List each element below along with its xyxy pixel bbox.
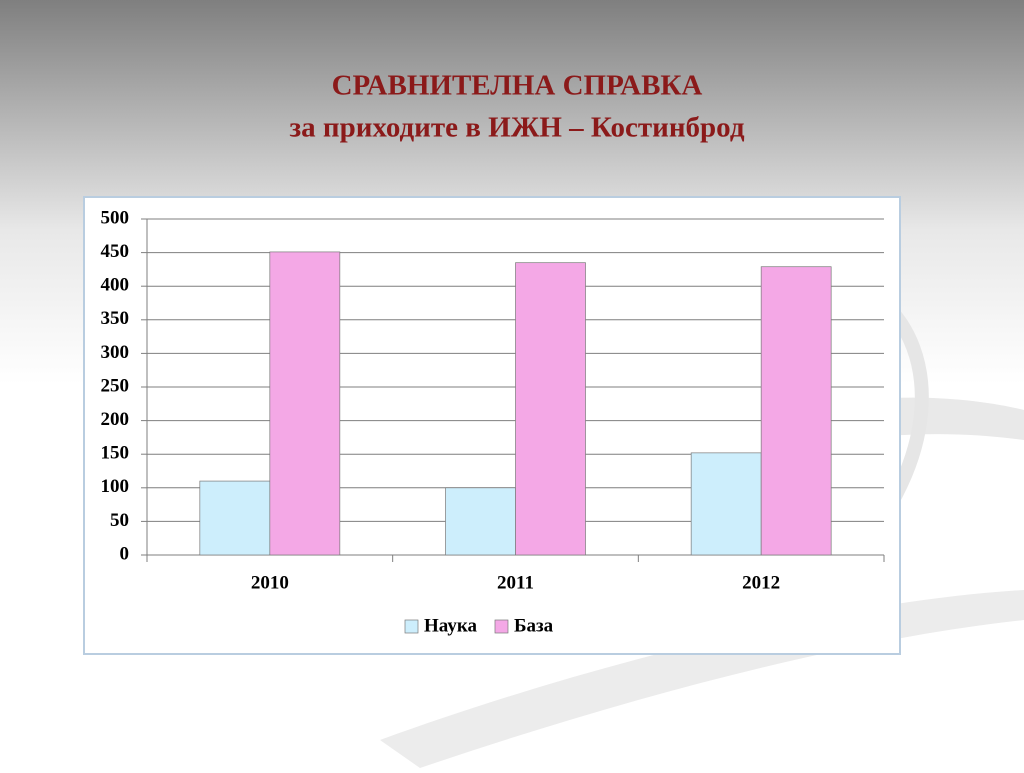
legend-label: База — [514, 615, 554, 636]
bar — [199, 480, 271, 556]
bar — [445, 487, 516, 556]
bar — [515, 262, 586, 556]
bar — [690, 452, 762, 556]
legend-swatch — [494, 619, 509, 634]
y-tick-label: 250 — [101, 375, 130, 396]
y-tick-label: 150 — [101, 443, 130, 464]
y-tick-label: 200 — [101, 409, 130, 430]
y-tick-label: 450 — [101, 241, 130, 262]
y-tick-label: 400 — [101, 275, 130, 296]
subtitle: за приходите в ИЖН – Костинброд — [289, 112, 744, 144]
legend-swatch — [404, 619, 419, 634]
y-tick-label: 0 — [120, 543, 130, 564]
decor-swoosh — [560, 397, 1024, 540]
legend-label: Наука — [424, 615, 477, 636]
y-tick-label: 100 — [101, 476, 130, 497]
x-tick-label: 2010 — [251, 572, 289, 593]
y-tick-label: 300 — [101, 342, 130, 363]
title: СРАВНИТЕЛНА СПРАВКА — [332, 70, 703, 102]
bar — [269, 251, 341, 556]
y-tick-label: 500 — [101, 207, 130, 228]
y-tick-label: 350 — [101, 308, 130, 329]
x-tick-label: 2012 — [742, 572, 780, 593]
bar — [760, 266, 832, 556]
y-tick-label: 50 — [110, 510, 129, 531]
x-tick-label: 2011 — [497, 572, 534, 593]
chart: 0 50 100 150 200 250 300 350 400 450 500 2010 2011 20… — [101, 207, 885, 636]
